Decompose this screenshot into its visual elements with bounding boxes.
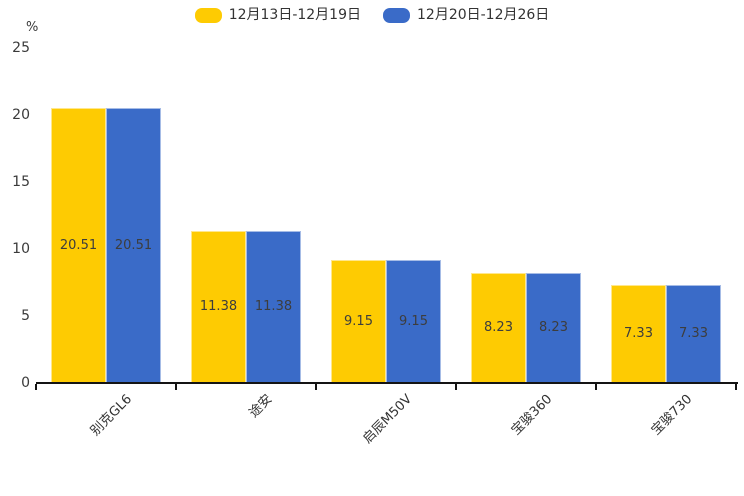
category-label: 宝骏360	[508, 391, 556, 439]
bar-series-0-cat-0	[51, 108, 106, 383]
legend: 12月13日-12月19日 12月20日-12月26日	[0, 7, 744, 24]
bar-value-label: 11.38	[254, 298, 293, 314]
category-label: 途安	[246, 391, 276, 421]
bar-series-1-cat-0	[106, 108, 161, 383]
bar-value-label: 20.51	[114, 237, 153, 253]
bar-value-label: 20.51	[59, 237, 98, 253]
legend-label: 12月13日-12月19日	[228, 7, 361, 23]
y-tick-label: 25	[12, 40, 30, 56]
bar-value-label: 7.33	[624, 325, 653, 341]
category-label: 启辰M50V	[360, 391, 416, 447]
bar-value-label: 7.33	[679, 325, 708, 341]
y-tick-label: 10	[12, 241, 30, 257]
bar-value-label: 11.38	[199, 298, 238, 314]
x-tick-mark	[315, 384, 317, 390]
category-label: 宝骏730	[648, 391, 696, 439]
bar-series-1-cat-4	[666, 284, 721, 383]
bar-series-0-cat-2	[331, 260, 386, 383]
x-axis-line	[36, 382, 738, 384]
category-label: 别克GL6	[88, 391, 136, 439]
x-tick-mark	[735, 384, 737, 390]
bar-series-1-cat-3	[526, 272, 581, 383]
legend-item-series-1[interactable]: 12月20日-12月26日	[383, 7, 549, 24]
bar-series-1-cat-1	[246, 230, 301, 383]
legend-label: 12月20日-12月26日	[417, 7, 550, 23]
x-tick-mark	[175, 384, 177, 390]
bar-series-1-cat-2	[386, 260, 441, 383]
legend-swatch-icon	[383, 8, 410, 23]
y-tick-label: 0	[21, 375, 30, 391]
y-tick-label: 5	[21, 308, 30, 324]
x-tick-mark	[595, 384, 597, 390]
bar-series-0-cat-3	[471, 272, 526, 383]
x-tick-mark	[455, 384, 457, 390]
plot-area: 20.51 20.51 11.38 11.38 9.15 9.15 8.23 8.23 7.33…	[36, 48, 736, 383]
bar-value-label: 9.15	[399, 313, 428, 329]
y-tick-label: 15	[12, 174, 30, 190]
bar-series-0-cat-1	[191, 230, 246, 383]
x-tick-mark	[35, 384, 37, 390]
legend-swatch-icon	[194, 8, 222, 23]
legend-item-series-0[interactable]: 12月13日-12月19日	[194, 7, 361, 24]
bar-series-0-cat-4	[611, 284, 666, 383]
bar-value-label: 8.23	[484, 319, 513, 335]
y-tick-label: 20	[12, 107, 30, 123]
bar-value-label: 8.23	[539, 319, 568, 335]
y-axis-unit-label: %	[26, 20, 39, 35]
bar-value-label: 9.15	[344, 313, 373, 329]
